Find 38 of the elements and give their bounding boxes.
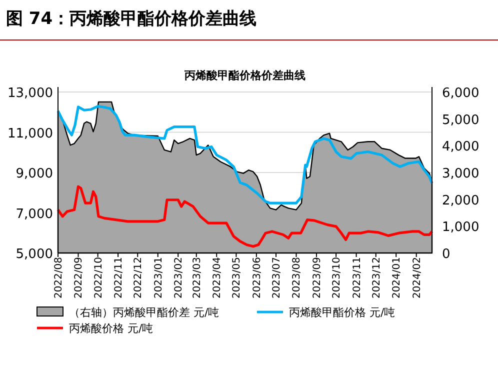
x-tick-label: 2022/11 (114, 257, 125, 299)
x-tick-label: 2023/02 (174, 257, 185, 299)
y2-tick-label: 2,000 (442, 193, 480, 208)
y2-tick-label: 5,000 (442, 112, 480, 128)
x-tick-label: 2024/02 (412, 257, 423, 299)
y-tick-label: 11,000 (8, 126, 53, 142)
x-tick-label: 2023/03 (192, 257, 203, 299)
x-tick-label: 2022/08 (54, 257, 64, 299)
x-tick-label: 2023/11 (352, 257, 363, 299)
legend-label: 丙烯酸甲酯价格 元/吨 (289, 306, 396, 319)
x-tick-label: 2023/12 (371, 257, 382, 299)
x-tick-label: 2023/06 (252, 257, 263, 299)
chart-subtitle: 丙烯酸甲酯价格价差曲线 (184, 69, 306, 82)
x-tick-label: 2023/07 (272, 257, 283, 299)
x-tick-label: 2023/09 (312, 257, 323, 299)
x-tick-label: 2023/01 (153, 257, 164, 299)
x-tick-label: 2022/12 (133, 257, 144, 299)
legend-label: 丙烯酸价格 元/吨 (69, 322, 154, 335)
x-tick-label: 2022/10 (93, 257, 104, 299)
y2-tick-label: 6,000 (442, 86, 480, 101)
x-tick-label: 2023/05 (232, 257, 243, 299)
x-tick-label: 2023/08 (292, 257, 303, 299)
line-series (56, 104, 434, 204)
x-tick-label: 2023/04 (212, 257, 224, 299)
chart-title: 图 74：丙烯酸甲酯价格价差曲线 (6, 9, 257, 29)
y2-tick-label: 4,000 (442, 140, 480, 155)
y2-tick-label: 3,000 (442, 166, 480, 182)
y-tick-label: 5,000 (16, 247, 53, 262)
y2-tick-label: 1,000 (442, 220, 480, 236)
line-series (56, 185, 434, 248)
y-tick-label: 9,000 (16, 166, 53, 182)
legend-label: （右轴）丙烯酸甲酯价差 元/吨 (69, 306, 220, 319)
y-tick-label: 7,000 (16, 206, 53, 222)
x-tick-label: 2024/01 (392, 257, 403, 299)
x-tick-label: 2022/09 (74, 257, 85, 299)
x-tick-label: 2023/10 (332, 257, 343, 299)
y-tick-label: 13,000 (8, 86, 53, 101)
y2-tick-label: 0 (442, 247, 450, 262)
